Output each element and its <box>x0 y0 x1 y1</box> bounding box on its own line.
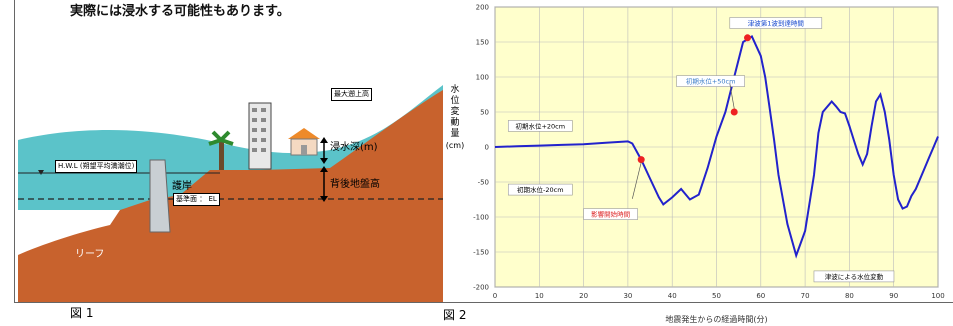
y-tick-label: 200 <box>476 4 489 12</box>
seawall-label: 護岸 <box>172 181 192 192</box>
x-tick-label: 0 <box>493 292 497 300</box>
frame-left-line <box>14 0 15 302</box>
initial-minus20-annotation-box <box>507 183 573 196</box>
top-note: 実際には浸水する可能性もあります。 <box>70 4 290 19</box>
reef-label: リーフ <box>75 249 105 260</box>
frame-bottom-line <box>14 302 953 303</box>
x-tick-label: 40 <box>668 292 677 300</box>
y-axis-label-char: 水 <box>450 83 459 95</box>
cross-section-svg <box>18 85 443 302</box>
y-axis-label-char: 量 <box>450 128 459 139</box>
first-wave-annotation: 津波第1波到達時間 <box>748 19 804 28</box>
building <box>248 102 272 170</box>
x-tick-label: 10 <box>535 292 544 300</box>
y-tick-label: 0 <box>485 144 489 152</box>
alert-start-annotation-box <box>583 208 638 220</box>
initial-plus20-annotation-box <box>507 120 573 132</box>
x-axis-label: 地震発生からの経過時間(分) <box>665 314 767 324</box>
y-tick-label: 150 <box>476 39 489 47</box>
inundation-depth-label: 浸水深(m) <box>330 142 378 153</box>
y-tick-label: -200 <box>473 284 489 292</box>
figure-2-label: 図 2 <box>443 308 467 322</box>
y-axis-label-char: 位 <box>450 94 459 106</box>
x-tick-label: 20 <box>579 292 588 300</box>
seawall <box>149 159 171 233</box>
y-axis-label-char: 動 <box>450 117 459 128</box>
event-marker <box>744 34 752 42</box>
figure-1-cross-section: 実際には浸水する可能性もあります。 <box>0 0 443 326</box>
event-marker <box>637 156 645 164</box>
ground-height-label: 背後地盤高 <box>330 179 380 190</box>
figure-1-label: 図 1 <box>70 306 94 320</box>
y-axis-unit: (cm) <box>446 141 464 150</box>
y-tick-label: 50 <box>480 109 489 117</box>
bottom-annotation: 津波による水位変動 <box>825 272 884 281</box>
datum-label: 基準面 ： EL <box>173 193 220 206</box>
x-tick-label: 70 <box>801 292 810 300</box>
alert-start-annotation: 影響開始時間 <box>591 210 630 219</box>
x-tick-label: 80 <box>845 292 854 300</box>
x-tick-label: 90 <box>889 292 898 300</box>
initial-plus50-annotation: 初期水位+50cm <box>686 77 736 86</box>
y-tick-label: -50 <box>478 179 489 187</box>
max-runup-label: 最大遡上高 <box>331 88 372 101</box>
y-tick-label: -150 <box>473 249 489 257</box>
x-tick-label: 30 <box>623 292 632 300</box>
plus50-leader <box>729 83 735 109</box>
x-tick-label: 60 <box>756 292 765 300</box>
y-tick-label: -100 <box>473 214 489 222</box>
water-level-chart: 0 10 20 30 40 50 60 70 80 90 100 200 150 100 50 0 -50 -10… <box>446 4 945 325</box>
x-tick-label: 100 <box>931 292 944 300</box>
series-line <box>494 34 939 259</box>
ground <box>18 90 443 302</box>
y-tick-label: 100 <box>476 74 489 82</box>
x-tick-label: 50 <box>712 292 721 300</box>
alert-start-leader <box>631 162 642 199</box>
initial-minus20-annotation: 初期水位-20cm <box>517 185 564 194</box>
hwl-label: H.W.L (朔望平均満潮位) <box>55 160 138 173</box>
y-axis-label-char: 変 <box>450 105 459 117</box>
bottom-annotation-box <box>813 270 895 283</box>
event-marker <box>730 108 738 116</box>
first-wave-annotation-box <box>729 17 823 29</box>
initial-plus50-annotation-box <box>676 75 745 87</box>
initial-plus20-annotation: 初期水位+20cm <box>515 121 565 130</box>
house <box>288 128 320 139</box>
figure-2-chart: 0 10 20 30 40 50 60 70 80 90 100 200 150 100 50 0 -50 -10… <box>443 0 953 326</box>
